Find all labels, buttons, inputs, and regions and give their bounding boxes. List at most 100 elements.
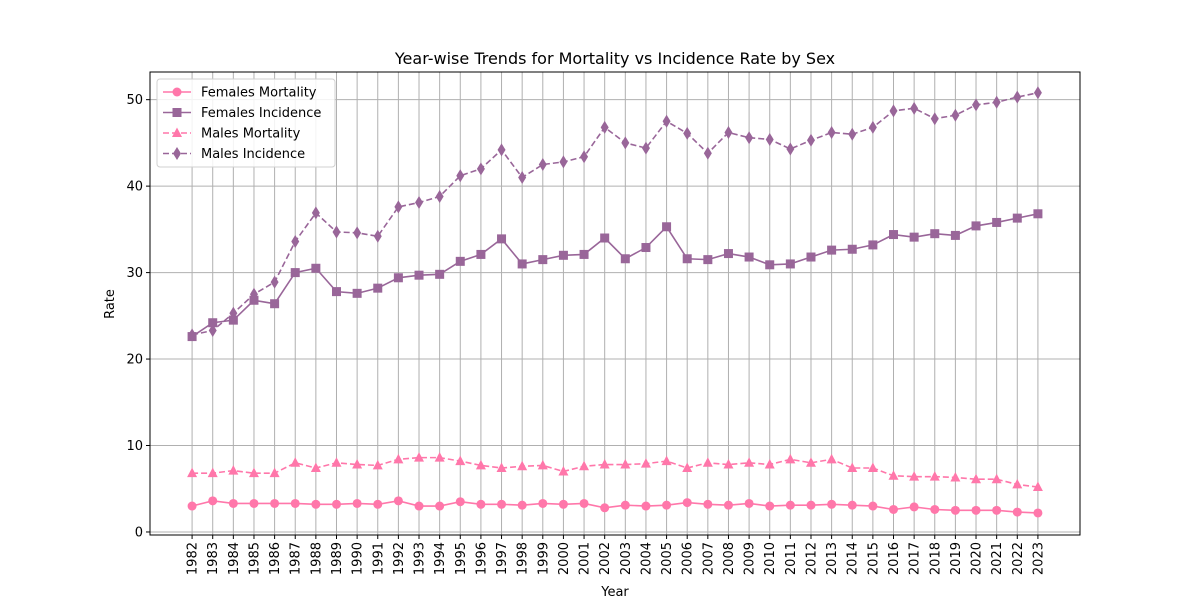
data-point-males-incidence <box>972 98 981 112</box>
legend-marker <box>172 87 182 97</box>
data-point-females-incidence <box>600 233 610 243</box>
series-males-incidence <box>188 86 1042 342</box>
data-point-females-mortality <box>1012 507 1022 517</box>
data-point-females-mortality <box>352 498 362 508</box>
data-point-females-mortality <box>311 499 321 509</box>
x-tick-label: 2020 <box>970 542 985 575</box>
data-point-males-mortality <box>393 453 404 464</box>
y-tick-label: 30 <box>126 266 143 281</box>
data-point-females-incidence <box>992 217 1002 227</box>
data-point-males-mortality <box>310 462 321 472</box>
y-axis-label: Rate <box>103 289 118 319</box>
data-point-males-mortality <box>331 457 342 467</box>
data-point-females-incidence <box>703 255 713 265</box>
data-point-females-incidence <box>290 268 300 278</box>
x-tick-label: 2023 <box>1031 542 1046 575</box>
data-point-males-incidence <box>559 155 568 169</box>
data-point-females-incidence <box>827 245 837 255</box>
legend-label: Males Mortality <box>201 127 301 142</box>
data-point-females-incidence <box>641 243 651 253</box>
data-point-females-mortality <box>930 504 940 514</box>
legend-box <box>156 78 336 168</box>
data-point-males-mortality <box>228 465 239 475</box>
data-point-males-mortality <box>971 473 982 484</box>
data-point-males-incidence <box>600 120 609 134</box>
x-tick-label: 2021 <box>990 542 1005 575</box>
x-tick-label: 1991 <box>371 542 386 575</box>
data-point-females-incidence <box>1033 209 1043 219</box>
data-point-females-incidence <box>538 255 548 265</box>
x-tick-label: 1988 <box>309 542 324 575</box>
data-point-females-incidence <box>373 283 383 293</box>
data-point-males-incidence <box>910 101 919 115</box>
data-point-males-mortality <box>475 459 486 470</box>
x-tick-label: 2000 <box>557 542 572 575</box>
data-point-females-mortality <box>971 505 981 515</box>
data-point-females-incidence <box>558 250 568 260</box>
data-point-females-mortality <box>662 500 672 510</box>
legend-item-males-incidence: Males Incidence <box>163 147 305 162</box>
x-tick-label: 2011 <box>784 542 799 575</box>
data-point-males-mortality <box>909 471 920 481</box>
data-point-females-mortality <box>414 501 424 511</box>
series-females-mortality <box>187 496 1043 518</box>
x-tick-label: 2012 <box>804 542 819 575</box>
data-point-males-mortality <box>455 455 466 466</box>
data-point-males-incidence <box>724 126 733 140</box>
data-point-males-incidence <box>951 108 960 122</box>
data-point-males-incidence <box>188 328 197 342</box>
data-point-males-mortality <box>826 453 837 464</box>
data-point-females-mortality <box>641 501 651 511</box>
data-point-males-incidence <box>497 143 506 157</box>
data-point-males-mortality <box>620 459 631 469</box>
x-tick-label: 1985 <box>247 542 262 575</box>
data-point-females-incidence <box>930 229 940 239</box>
y-tick-label: 20 <box>126 353 143 368</box>
data-point-females-mortality <box>476 499 486 509</box>
data-point-females-mortality <box>290 498 300 508</box>
x-tick-label: 1992 <box>392 542 407 575</box>
data-point-males-mortality <box>414 452 425 462</box>
data-point-females-mortality <box>497 499 507 509</box>
x-tick-label: 2007 <box>701 542 716 575</box>
data-point-males-mortality <box>764 459 775 469</box>
data-point-males-mortality <box>372 459 383 470</box>
data-point-males-incidence <box>208 324 217 338</box>
x-tick-label: 1989 <box>330 542 345 575</box>
data-point-females-mortality <box>992 505 1002 515</box>
data-point-males-incidence <box>476 162 485 176</box>
data-point-males-incidence <box>765 132 774 146</box>
data-point-males-mortality <box>1032 481 1043 492</box>
data-point-females-mortality <box>373 499 383 509</box>
data-point-females-mortality <box>868 501 878 511</box>
x-tick-label: 1995 <box>454 542 469 575</box>
data-point-females-incidence <box>579 249 589 259</box>
x-tick-label: 2003 <box>619 542 634 575</box>
x-tick-label: 1998 <box>516 542 531 575</box>
data-point-males-incidence <box>786 142 795 156</box>
data-point-males-mortality <box>991 473 1002 484</box>
data-point-females-incidence <box>1012 213 1022 223</box>
legend-label: Females Incidence <box>201 106 321 121</box>
data-point-females-mortality <box>517 500 527 510</box>
data-point-females-incidence <box>208 318 218 328</box>
legend-item-females-incidence: Females Incidence <box>163 106 321 121</box>
data-point-males-incidence <box>435 190 444 204</box>
x-tick-label: 2013 <box>825 542 840 575</box>
x-tick-label: 2002 <box>598 542 613 575</box>
data-point-males-incidence <box>641 141 650 155</box>
data-point-females-incidence <box>785 259 795 269</box>
data-point-males-incidence <box>745 131 754 145</box>
data-point-females-mortality <box>187 501 197 511</box>
data-point-males-mortality <box>434 452 445 462</box>
data-point-females-mortality <box>703 499 713 509</box>
data-point-females-incidence <box>228 315 238 325</box>
data-point-females-mortality <box>909 502 919 512</box>
data-point-females-incidence <box>765 260 775 270</box>
x-tick-label: 2004 <box>639 542 654 575</box>
data-point-males-mortality <box>248 467 259 478</box>
x-tick-label: 2019 <box>949 542 964 575</box>
x-tick-label: 2017 <box>908 542 923 575</box>
data-point-males-incidence <box>662 114 671 128</box>
